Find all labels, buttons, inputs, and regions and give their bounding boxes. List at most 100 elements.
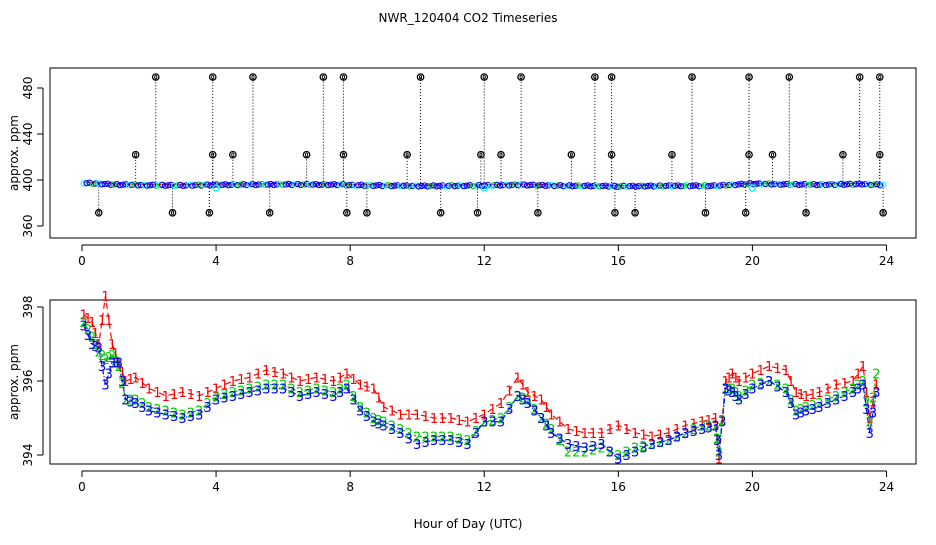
bottom-series-2-point: 2 bbox=[773, 379, 781, 394]
bottom-series-3-point: 3 bbox=[725, 384, 733, 399]
bottom-series-1-point: 1 bbox=[854, 368, 862, 383]
bottom-series-2-point: 2 bbox=[866, 416, 874, 431]
bottom-series-3-point: 3 bbox=[356, 405, 364, 420]
bottom-series-2-point: 2 bbox=[673, 431, 681, 446]
bottom-series-3-point: 3 bbox=[131, 397, 139, 412]
top-data-point bbox=[551, 182, 558, 190]
bottom-series-3-point: 3 bbox=[606, 445, 614, 460]
bottom-series-2-point: 2 bbox=[872, 368, 880, 383]
bottom-series-1-point: 1 bbox=[472, 412, 480, 427]
top-data-point bbox=[466, 182, 473, 189]
bottom-series-2-point: 2 bbox=[430, 431, 438, 446]
bottom-series-1-point: 1 bbox=[572, 425, 580, 440]
bottom-series-3-point: 3 bbox=[101, 379, 109, 394]
top-flag-point-mark bbox=[365, 210, 369, 216]
bottom-series-3-point: 3 bbox=[648, 438, 656, 453]
bottom-series-2-point: 2 bbox=[713, 432, 721, 447]
top-data-point bbox=[364, 182, 371, 189]
bottom-series-1-point: 1 bbox=[349, 373, 357, 388]
bottom-series-3-point: 3 bbox=[430, 434, 438, 449]
bottom-series-1-point: 1 bbox=[832, 379, 840, 394]
top-flag-point bbox=[363, 208, 371, 217]
bottom-series-3-point: 3 bbox=[597, 438, 605, 453]
bottom-series-3-point: 3 bbox=[220, 392, 228, 407]
bottom-series-3-point: 3 bbox=[329, 390, 337, 405]
top-data-point bbox=[427, 182, 434, 190]
bottom-series-1-point: 1 bbox=[849, 375, 857, 390]
top-data-point bbox=[140, 181, 148, 188]
bottom-series-1-point: 1 bbox=[336, 371, 344, 386]
bottom-series-3-point: 3 bbox=[279, 382, 287, 397]
bottom-series-2-point: 2 bbox=[480, 416, 488, 431]
bottom-series-2-point: 2 bbox=[455, 432, 463, 447]
top-data-point bbox=[394, 182, 401, 189]
top-flag-point-mark bbox=[878, 152, 882, 157]
top-data-point bbox=[502, 181, 510, 188]
top-flag-point bbox=[436, 208, 445, 217]
top-data-point bbox=[729, 181, 736, 188]
bottom-series-3-point: 3 bbox=[765, 375, 773, 390]
bottom-series-3-point: 3 bbox=[488, 416, 496, 431]
bottom-series-3-point: 3 bbox=[614, 453, 622, 468]
bottom-series-3-point: 3 bbox=[80, 320, 88, 335]
bottom-series-2-point: 2 bbox=[80, 316, 88, 331]
top-data-point bbox=[732, 181, 739, 189]
top-data-point bbox=[720, 181, 727, 188]
top-x-tick-label: 20 bbox=[745, 254, 760, 268]
top-flag-point-mark bbox=[610, 74, 614, 80]
bottom-series-3-point: 3 bbox=[363, 410, 371, 425]
top-data-point bbox=[143, 182, 151, 189]
top-data-point bbox=[774, 180, 781, 187]
bottom-series-1-point: 1 bbox=[631, 427, 639, 442]
top-data-point bbox=[542, 182, 549, 189]
bottom-series-2-point: 2 bbox=[854, 379, 862, 394]
top-data-point bbox=[225, 182, 232, 189]
bottom-series-3-point: 3 bbox=[713, 434, 721, 449]
bottom-series-2-point: 2 bbox=[488, 414, 496, 429]
top-data-point bbox=[656, 182, 664, 189]
bottom-series-2-point: 2 bbox=[343, 379, 351, 394]
top-data-point bbox=[237, 181, 244, 188]
top-data-point bbox=[605, 183, 612, 190]
top-data-point bbox=[659, 183, 667, 190]
top-data-point bbox=[213, 181, 220, 188]
bottom-series-2-point: 2 bbox=[170, 406, 178, 421]
bottom-series-2-point: 2 bbox=[262, 379, 270, 394]
top-flag-point-mark bbox=[610, 152, 614, 157]
bottom-series-2-point: 2 bbox=[832, 390, 840, 405]
top-data-point bbox=[252, 181, 259, 189]
top-data-point bbox=[442, 183, 449, 190]
bottom-series-3-point: 3 bbox=[859, 379, 867, 394]
top-data-point bbox=[291, 181, 299, 188]
top-data-point bbox=[545, 182, 552, 189]
top-data-point bbox=[590, 182, 597, 190]
top-data-point bbox=[611, 182, 618, 189]
bottom-series-2-point: 2 bbox=[101, 353, 109, 368]
bottom-series-2-point: 2 bbox=[279, 379, 287, 394]
bottom-series-2-point: 2 bbox=[530, 403, 538, 418]
bottom-series-1-point: 1 bbox=[859, 360, 867, 375]
top-flag-point bbox=[265, 208, 274, 217]
top-data-point bbox=[207, 182, 214, 189]
bottom-series-1-point: 1 bbox=[787, 375, 795, 390]
top-data-point bbox=[152, 182, 160, 189]
bottom-series-2-point: 2 bbox=[589, 443, 597, 458]
top-data-point bbox=[418, 182, 425, 190]
top-data-point bbox=[89, 180, 96, 188]
bottom-series-1-point: 1 bbox=[95, 338, 103, 353]
bottom-series-1-point: 1 bbox=[84, 312, 92, 327]
top-data-point bbox=[584, 182, 591, 189]
top-data-point bbox=[222, 181, 229, 188]
bottom-series-2-point: 2 bbox=[145, 401, 153, 416]
top-data-point bbox=[180, 182, 187, 190]
top-data-point bbox=[828, 180, 835, 188]
top-data-point bbox=[539, 181, 546, 188]
top-data-point bbox=[527, 181, 534, 189]
bottom-series-2-point: 2 bbox=[254, 381, 262, 396]
bottom-x-tick-label: 12 bbox=[477, 480, 492, 494]
top-data-point bbox=[846, 180, 854, 187]
top-flag-point-mark bbox=[305, 152, 309, 157]
top-data-point bbox=[816, 181, 823, 188]
top-data-point bbox=[400, 182, 407, 189]
top-flag-point-mark bbox=[519, 74, 523, 80]
